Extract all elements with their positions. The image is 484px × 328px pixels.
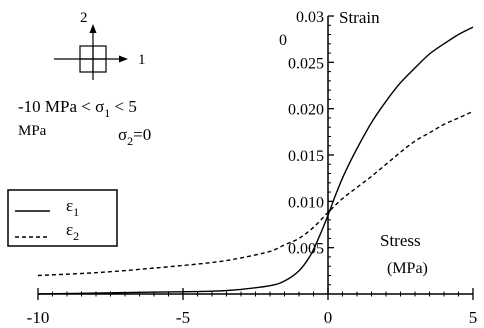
y-axis-label: Strain bbox=[339, 8, 380, 27]
series-line-1 bbox=[38, 27, 473, 294]
x-tick-label: -10 bbox=[27, 308, 50, 327]
series-layer bbox=[38, 27, 473, 294]
y-tick-label: 0.010 bbox=[288, 194, 324, 211]
y-tick-label: 0.020 bbox=[288, 102, 324, 119]
sigma2-condition: σ2=0 bbox=[118, 125, 151, 148]
axis-2-label: 2 bbox=[80, 10, 88, 26]
axis-1-arrow-icon bbox=[119, 56, 128, 63]
range-line-1: -10 MPa < σ1 < 5 bbox=[18, 97, 137, 120]
x-tick-label: -5 bbox=[176, 308, 190, 327]
x-axis-label-line2: (MPa) bbox=[387, 260, 428, 277]
x-axis-label-line1: Stress bbox=[380, 231, 421, 250]
y-tick-label-extra: 0 bbox=[279, 32, 287, 49]
range-line-2: MPa bbox=[18, 123, 47, 139]
tick-labels: -10 -5 0 5 0.005 0.010 0.015 0.020 0.025 0.03 0 bbox=[27, 9, 478, 327]
legend: ε1 ε2 bbox=[8, 190, 117, 246]
stress-range-annotation: -10 MPa < σ1 < 5 MPa σ2=0 bbox=[18, 97, 151, 148]
x-tick-label: 5 bbox=[469, 308, 478, 327]
y-tick-label: 0.03 bbox=[296, 9, 324, 26]
y-tick-label: 0.005 bbox=[288, 241, 324, 258]
y-tick-label: 0.025 bbox=[288, 55, 324, 72]
stress-element-diagram: 2 1 bbox=[54, 10, 146, 80]
axis-1-label: 1 bbox=[138, 52, 146, 68]
axis-2-arrow-icon bbox=[90, 24, 97, 33]
y-tick-label: 0.015 bbox=[288, 148, 324, 165]
x-tick-label: 0 bbox=[324, 308, 333, 327]
